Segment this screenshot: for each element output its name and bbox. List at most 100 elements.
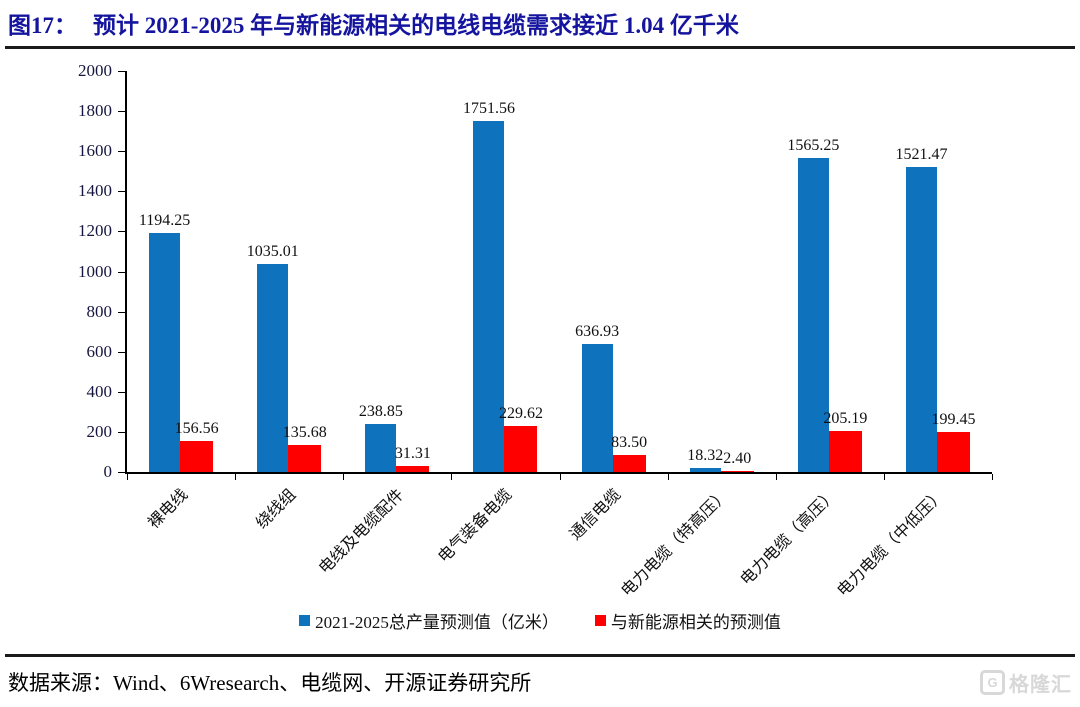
bar-pair: 636.93 83.50	[575, 323, 647, 472]
bar-value-label: 238.85	[358, 403, 403, 421]
x-axis-tick	[559, 474, 561, 480]
bar-group: 1751.56 229.62	[451, 71, 559, 472]
figure-title: 预计 2021-2025 年与新能源相关的电线电缆需求接近 1.04 亿千米	[93, 13, 739, 38]
figure-number-label: 图17：	[8, 13, 77, 38]
bar-pair: 1751.56 229.62	[463, 100, 543, 472]
x-axis-tick	[775, 474, 777, 480]
bar-total-forecast: 1565.25	[787, 137, 839, 472]
bar-pair: 18.32 2.40	[687, 447, 754, 472]
x-axis-tick	[343, 474, 345, 480]
bar-total-forecast: 636.93	[575, 323, 619, 472]
x-axis-tick	[883, 474, 885, 480]
plot-area: 1194.25 156.56 1035.01 135.68 238.85 31.31 175…	[118, 71, 993, 480]
legend-item-new-energy-forecast: 与新能源相关的预测值	[594, 608, 781, 633]
y-axis-tick-label: 1200	[78, 221, 112, 241]
bar-new-energy-forecast: 31.31	[395, 445, 431, 472]
bar-pair: 238.85 31.31	[359, 403, 431, 472]
y-axis-tick	[118, 151, 125, 153]
bar-new-energy-forecast: 229.62	[499, 405, 543, 472]
bar-total-forecast: 18.32	[687, 447, 723, 472]
y-axis-tick-label: 1000	[78, 261, 112, 281]
bar-new-energy-forecast: 83.50	[611, 434, 647, 472]
y-axis-tick	[118, 431, 125, 433]
y-axis-tick-label: 800	[86, 301, 113, 321]
bar-new-energy-forecast: 135.68	[283, 424, 327, 472]
legend-label-total-forecast: 2021-2025总产量预测值（亿米）	[315, 612, 559, 632]
bar-value-label: 1565.25	[787, 137, 840, 155]
bar-value-label: 205.19	[823, 409, 868, 427]
y-axis-tick-label: 200	[86, 421, 113, 441]
bar-group: 636.93 83.50	[560, 71, 668, 472]
bar-value-label: 18.32	[687, 447, 724, 465]
y-axis-tick	[118, 271, 125, 273]
legend-label-new-energy-forecast: 与新能源相关的预测值	[610, 612, 781, 632]
y-axis-tick	[118, 231, 125, 233]
y-axis-tick-label: 0	[103, 462, 113, 481]
legend-swatch-red-icon	[594, 614, 606, 626]
y-axis-tick-label: 1600	[78, 141, 112, 161]
bar-value-label: 1751.56	[462, 99, 515, 117]
y-axis-tick	[118, 71, 125, 72]
y-axis-tick-label: 600	[86, 341, 113, 361]
bar-group: 1521.47 199.45	[884, 71, 992, 472]
bar-total-forecast: 1751.56	[463, 100, 515, 472]
bar-value-label: 229.62	[498, 404, 543, 422]
bar-value-label: 31.31	[394, 444, 431, 462]
y-axis-tick-label: 400	[86, 381, 113, 401]
bar-pair: 1565.25 205.19	[787, 137, 867, 472]
bar-pair: 1035.01 135.68	[247, 243, 327, 472]
y-axis-tick	[118, 311, 125, 313]
x-axis-category-label: 裸电线	[145, 486, 192, 533]
gelonghui-watermark-text: 格隆汇	[1009, 674, 1072, 696]
bar-value-label: 83.50	[611, 434, 648, 452]
y-axis-tick	[118, 391, 125, 393]
data-source-text: 数据来源：Wind、6Wresearch、电缆网、开源证券研究所	[8, 671, 532, 695]
x-axis-tick	[127, 474, 128, 480]
bar-pair: 1194.25 156.56	[139, 212, 219, 472]
x-axis-tick	[992, 474, 993, 480]
bar-new-energy-forecast: 199.45	[931, 411, 975, 472]
x-axis-tick	[235, 474, 237, 480]
x-axis-tick	[667, 474, 669, 480]
bar-pair: 1521.47 199.45	[895, 146, 975, 472]
bar-value-label: 156.56	[174, 419, 219, 437]
footer-divider-line	[5, 654, 1075, 657]
bar-group: 1565.25 205.19	[776, 71, 884, 472]
x-axis-category-label: 通信电缆	[566, 486, 624, 544]
y-axis-tick-label: 2000	[78, 61, 112, 80]
y-axis-tick	[118, 472, 125, 473]
x-axis-tick	[451, 474, 453, 480]
bar-group: 18.32 2.40	[668, 71, 776, 472]
x-axis-category-label: 电力电缆（特高压）	[618, 486, 732, 601]
bar-group: 1194.25 156.56	[127, 71, 235, 472]
y-axis-tick	[118, 351, 125, 353]
bar-new-energy-forecast: 156.56	[175, 420, 219, 472]
bar-group: 238.85 31.31	[343, 71, 451, 472]
legend-item-total-forecast: 2021-2025总产量预测值（亿米）	[299, 608, 559, 633]
bar-value-label: 135.68	[282, 423, 327, 441]
y-axis-tick-label: 1400	[78, 181, 112, 201]
y-axis-tick	[118, 191, 125, 193]
y-axis-tick	[118, 111, 125, 113]
bar-value-label: 2.40	[723, 450, 752, 467]
x-axis-category-label: 电线及电缆配件	[316, 486, 408, 578]
x-axis-category-label: 电力电缆（中低压）	[834, 486, 949, 601]
legend: 2021-2025总产量预测值（亿米） 与新能源相关的预测值	[0, 607, 1080, 633]
bar-total-forecast: 1521.47	[895, 146, 947, 472]
bar-chart: 0 200 400 600 800 1000 1200 1400 1600 1800 2000 11…	[0, 49, 1080, 605]
y-axis-tick-label: 1800	[78, 101, 112, 121]
bar-value-label: 1035.01	[246, 243, 299, 261]
bar-value-label: 1194.25	[138, 211, 191, 229]
x-axis-category-label: 电气装备电缆	[435, 486, 516, 567]
bar-value-label: 1521.47	[895, 145, 948, 163]
bar-group: 1035.01 135.68	[235, 71, 343, 472]
gelonghui-watermark: G 格隆汇	[980, 668, 1072, 697]
bar-new-energy-forecast: 205.19	[823, 410, 867, 472]
x-axis-category-label: 绕线组	[253, 486, 300, 533]
figure-header: 图17： 预计 2021-2025 年与新能源相关的电线电缆需求接近 1.04 亿…	[0, 0, 1080, 41]
bar-total-forecast: 1194.25	[139, 212, 190, 472]
gelonghui-logo-icon: G	[980, 670, 1005, 695]
bar-value-label: 636.93	[575, 323, 620, 341]
bar-new-energy-forecast: 2.40	[720, 450, 754, 472]
